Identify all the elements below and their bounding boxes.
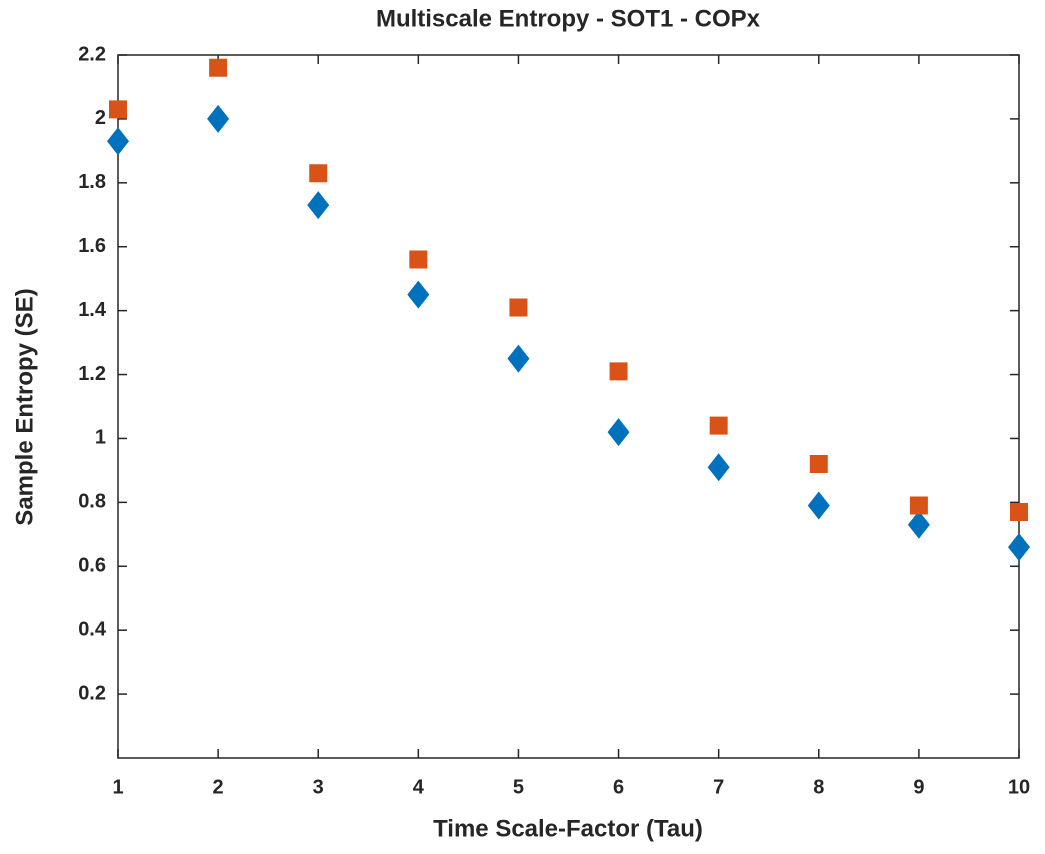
data-point xyxy=(207,104,230,133)
x-tick-label: 1 xyxy=(112,776,123,798)
data-point xyxy=(509,298,528,317)
data-point xyxy=(709,416,728,435)
x-tick-label: 5 xyxy=(513,776,524,798)
y-tick-label: 0.6 xyxy=(78,555,106,577)
data-point xyxy=(809,455,828,474)
y-tick-label: 1 xyxy=(95,427,106,449)
data-point xyxy=(909,496,928,515)
data-point xyxy=(307,191,330,220)
chart-title: Multiscale Entropy - SOT1 - COPx xyxy=(376,5,761,32)
y-tick-label: 0.8 xyxy=(78,491,106,513)
y-tick-label: 0.4 xyxy=(78,618,107,640)
data-point xyxy=(1008,533,1030,562)
data-point xyxy=(907,510,930,539)
data-point xyxy=(407,280,430,309)
data-point xyxy=(1010,502,1028,521)
y-tick-label: 2 xyxy=(95,107,106,129)
y-tick-label: 1.2 xyxy=(78,363,106,385)
x-tick-label: 4 xyxy=(413,776,425,798)
data-point xyxy=(409,250,428,269)
x-tick-label: 3 xyxy=(313,776,324,798)
data-point xyxy=(807,491,830,520)
data-point xyxy=(607,418,630,447)
x-tick-label: 6 xyxy=(613,776,624,798)
y-tick-label: 0.2 xyxy=(78,682,106,704)
data-point xyxy=(707,453,730,482)
x-tick-label: 9 xyxy=(913,776,924,798)
plot-frame xyxy=(117,54,1020,759)
y-axis-label: Sample Entropy (SE) xyxy=(11,288,38,525)
x-tick-label: 2 xyxy=(213,776,224,798)
data-point xyxy=(309,164,328,183)
y-tick-label: 1.6 xyxy=(78,235,106,257)
x-tick-label: 8 xyxy=(813,776,824,798)
y-tick-label: 1.4 xyxy=(78,299,107,321)
x-tick-label: 10 xyxy=(1008,776,1030,798)
x-axis-label: Time Scale-Factor (Tau) xyxy=(433,815,703,842)
data-point xyxy=(109,100,127,119)
data-point xyxy=(507,344,530,373)
data-point xyxy=(209,58,228,77)
y-tick-label: 2.2 xyxy=(78,43,106,65)
data-point xyxy=(609,362,628,381)
x-tick-label: 7 xyxy=(713,776,724,798)
data-point xyxy=(107,127,129,156)
y-tick-label: 1.8 xyxy=(78,171,106,193)
